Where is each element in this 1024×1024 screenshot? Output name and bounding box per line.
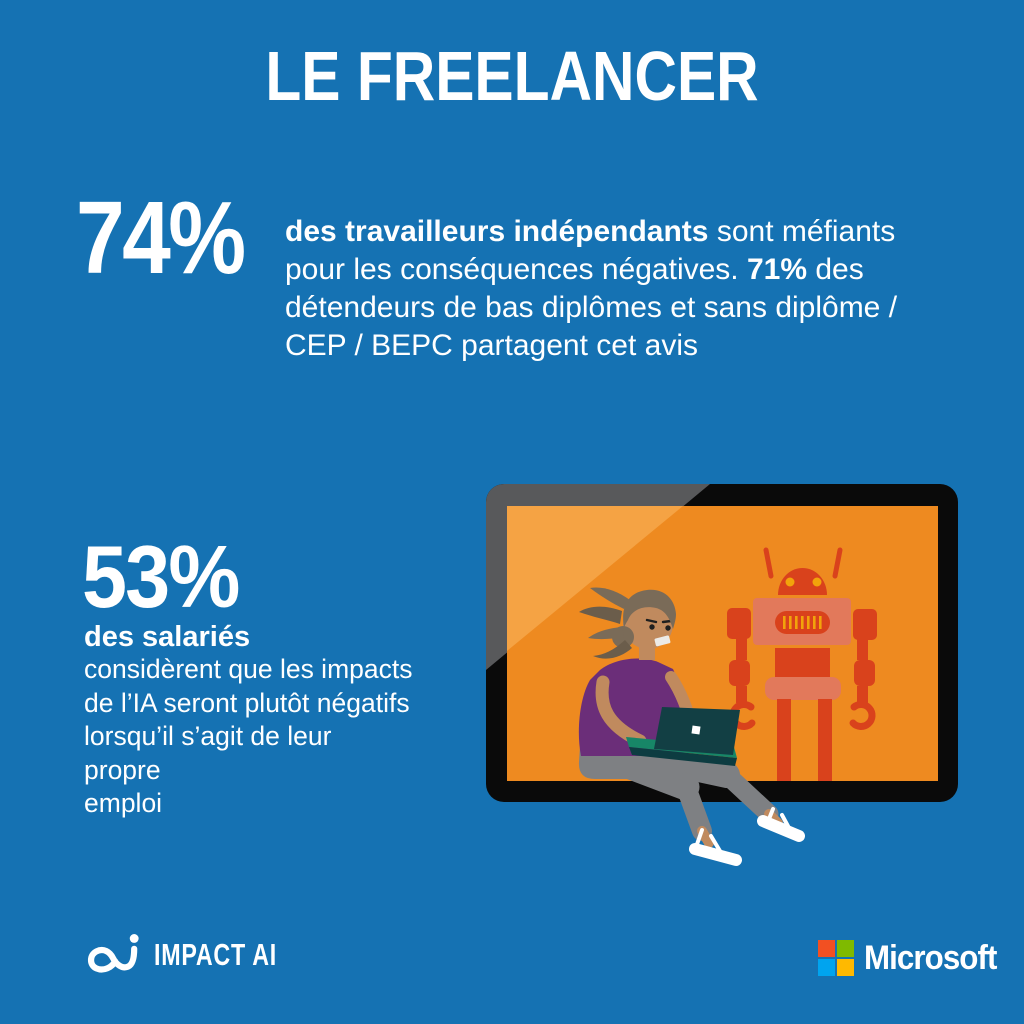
text-line: pour les conséquences négatives. 71% des [285, 253, 864, 286]
robot-eye-right [812, 577, 822, 587]
text-line: CEP / BEPC partagent cet avis [285, 329, 698, 362]
freelancer-illustration [486, 484, 958, 866]
microsoft-logo: Microsoft [818, 938, 1008, 978]
robot-leg-left [777, 699, 791, 781]
text-line: des travailleurs indépendants sont méfia… [285, 215, 896, 248]
robot-grill-bars [783, 616, 822, 629]
ms-square-blue [818, 959, 835, 976]
screen-glare [507, 506, 683, 651]
robot-hips [765, 677, 841, 700]
ms-square-yellow [837, 959, 854, 976]
sandal-left [689, 843, 742, 866]
robot-antenna-right [832, 547, 843, 579]
text-line: détendeurs de bas diplômes et sans diplô… [285, 291, 898, 324]
stat-freelancers-description: des travailleurs indépendants sont méfia… [285, 213, 975, 365]
stat-employees-description: considèrent que les impacts de l’IA sero… [84, 654, 413, 818]
woman-head [623, 599, 673, 649]
laptop-logo [691, 725, 701, 735]
stat-employees-label: des salariés [84, 621, 251, 653]
woman-face [645, 618, 673, 647]
robot-head [778, 568, 827, 595]
robot-arm-right [849, 638, 876, 730]
impact-ai-logo-mark [87, 934, 139, 973]
impact-ai-logo: IMPACT AI [82, 928, 318, 982]
page-title: LE FREELANCER [265, 37, 759, 115]
stat-freelancers-value: 74% [76, 180, 246, 295]
robot-leg-right [818, 699, 832, 781]
microsoft-logo-text: Microsoft [864, 938, 997, 977]
ms-square-red [818, 940, 835, 957]
microsoft-logo-squares [818, 940, 854, 976]
robot-antenna-left [763, 547, 774, 579]
robot-shoulder-left [727, 608, 751, 639]
robot-eye-left [785, 577, 795, 587]
woman [578, 587, 805, 866]
woman-laptop [626, 707, 740, 766]
robot-shoulder-right [853, 609, 877, 640]
woman-hair [579, 587, 676, 659]
ms-square-green [837, 940, 854, 957]
stat-employees-value: 53% [82, 527, 240, 626]
impact-ai-logo-text: IMPACT AI [154, 937, 277, 972]
robot [727, 547, 877, 781]
robot-waist [775, 648, 830, 678]
